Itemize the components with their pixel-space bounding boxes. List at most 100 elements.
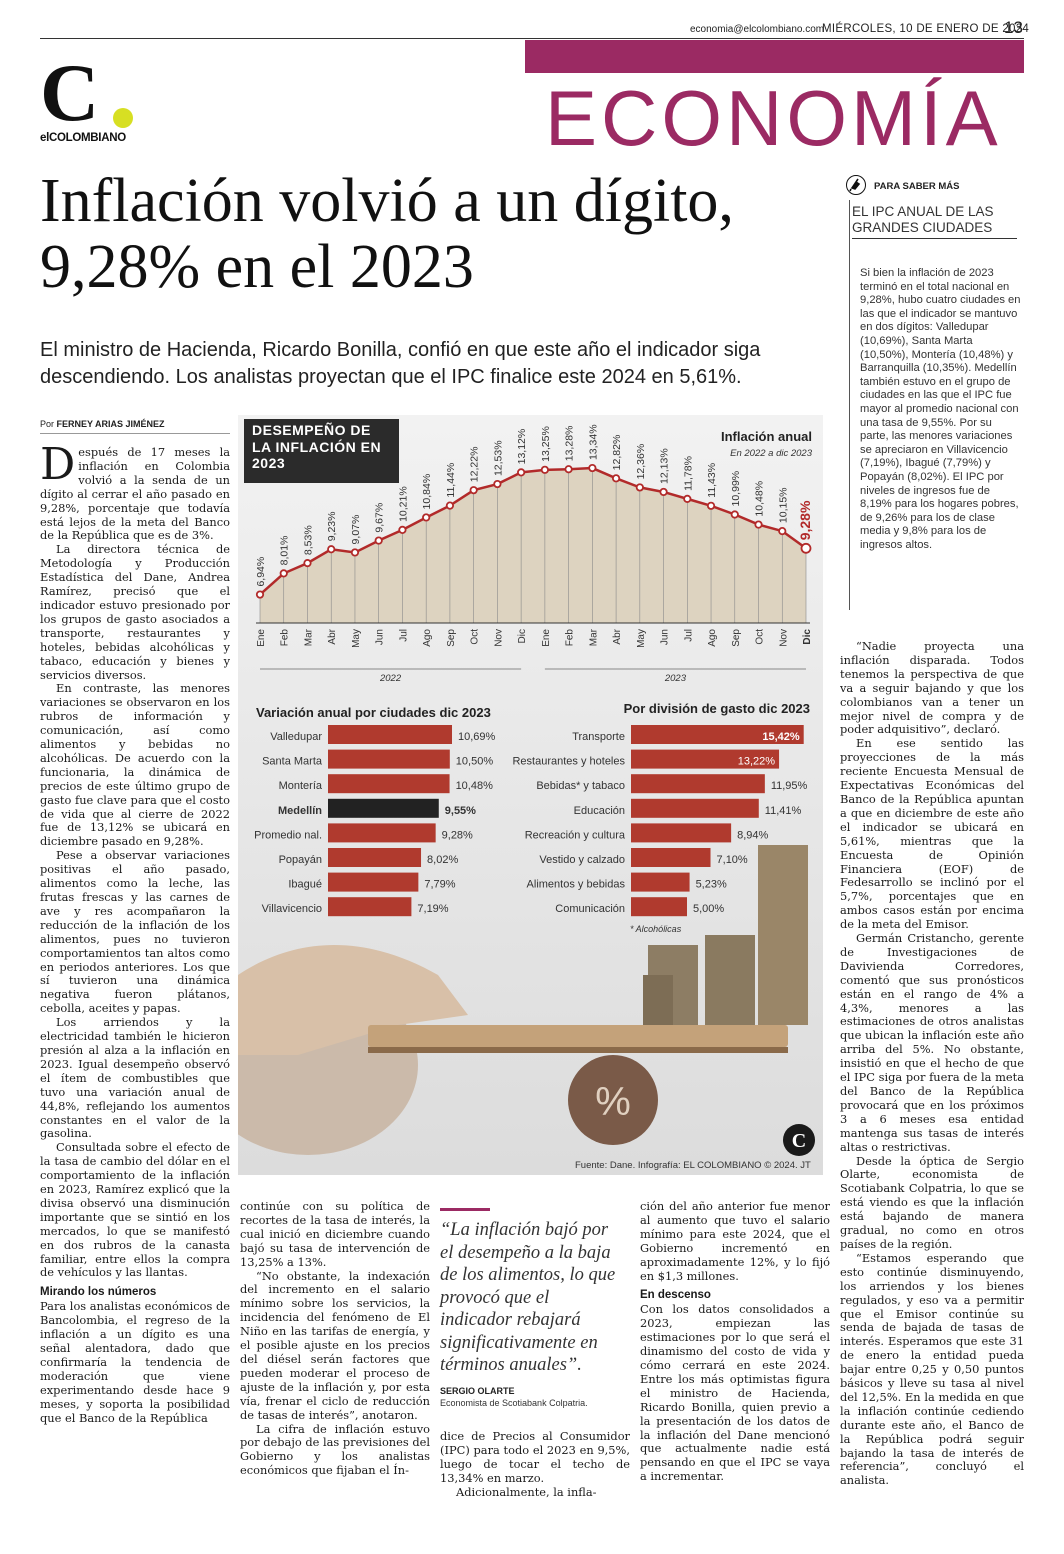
paragraph: ción del año anterior fue menor al aumen… (640, 1200, 830, 1283)
bar (328, 798, 439, 818)
value-label: 11,41% (765, 805, 802, 817)
bar (631, 749, 780, 769)
tick-label: Mar (588, 628, 599, 646)
category-label: Valledupar (270, 731, 322, 743)
category-label: Bebidas* y tabaco (536, 780, 625, 792)
data-label: 11,43% (706, 463, 718, 498)
data-label: 13,28% (564, 426, 576, 462)
infographic-note: * Alcohólicas (630, 924, 682, 934)
year-label: 2022 (379, 673, 402, 684)
value-label: 15,42% (762, 731, 800, 743)
tick-label: Feb (565, 629, 576, 647)
bar (631, 897, 687, 917)
tick-label: May (636, 629, 647, 648)
data-point (469, 486, 478, 495)
article-deck: El ministro de Hacienda, Ricardo Bonilla… (40, 339, 761, 388)
value-label: 7,19% (417, 903, 448, 915)
data-label: 13,34% (587, 424, 599, 460)
logo-badge-icon (783, 1124, 815, 1156)
article-headline: Inflación volvió a un dígito, 9,28% en e… (40, 167, 734, 301)
logo-letter: C (40, 47, 100, 138)
category-label: Ibagué (288, 879, 322, 891)
data-point (564, 465, 573, 474)
category-label: Medellín (278, 805, 322, 817)
tick-label: Ene (541, 629, 552, 647)
article-column-2: continúe con su política de recortes de … (240, 1200, 430, 1526)
data-point (493, 479, 502, 489)
area-fill (260, 468, 806, 623)
category-label: Recreación y cultura (525, 829, 626, 841)
paragraph: La directora técnica de Metodología y Pr… (40, 542, 230, 682)
data-point (635, 483, 644, 492)
chart-title: Variación anual por ciudades dic 2023 (256, 705, 491, 720)
bar (328, 774, 450, 794)
byline: Por FERNEY ARIAS JIMÉNEZ (40, 419, 165, 429)
year-label: 2023 (664, 673, 687, 684)
data-label: 13,25% (540, 426, 552, 462)
area-chart: 6,94% Ene 8,01% Feb 8,53% Mar 9,23% Abr 9,07% May… (255, 424, 813, 684)
tick-label: May (351, 629, 362, 648)
paragraph: Germán Cristancho, gerente de Investigac… (840, 931, 1024, 1154)
bar (328, 749, 450, 769)
paragraph: “Nadie proyecta una inflación disparada.… (840, 640, 1024, 737)
value-label: 8,02% (427, 854, 458, 866)
data-point (730, 510, 739, 519)
paragraph: Adicionalmente, la infla- (456, 1484, 597, 1499)
category-label: Montería (279, 780, 323, 792)
category-label: Santa Marta (262, 756, 323, 768)
logo: C elCOLOMBIANO (40, 52, 140, 148)
data-label: 9,28% (797, 500, 813, 540)
data-label: 10,48% (754, 481, 766, 517)
tick-label: Feb (280, 629, 291, 647)
infographic-svg: % C 6,94% Ene 8,01% Feb 8,53% Mar 9,23% Abr 9,07… (198, 415, 823, 1175)
section-title: ECONOMÍA (545, 74, 1002, 162)
data-point (706, 501, 716, 510)
data-point (800, 542, 812, 554)
tick-label: Jun (375, 629, 386, 645)
logo-name: elCOLOMBIANO (40, 132, 126, 144)
tick-label: Sep (446, 629, 457, 647)
tick-label: Nov (778, 629, 789, 647)
bar (631, 823, 732, 843)
category-label: Alimentos y bebidas (527, 879, 626, 891)
spending-bar-chart: Por división de gasto dic 2023 Transporte… (512, 701, 810, 917)
subheading: Mirando los números (40, 1286, 157, 1299)
value-label: 9,28% (442, 829, 473, 841)
tick-label: Abr (327, 628, 338, 644)
paragraph: Consultada sobre el efecto de la tasa de… (40, 1140, 230, 1280)
data-label: 10,21% (397, 486, 409, 522)
tick-label: Oct (755, 629, 766, 645)
data-label: 12,22% (469, 447, 481, 483)
chart-subtitle: En 2022 a dic 2023 (730, 448, 813, 459)
tick-label: Oct (470, 629, 481, 645)
paragraph: Para los analistas económicos de Bancolo… (40, 1299, 230, 1425)
tick-label: Abr (612, 628, 623, 644)
data-point (445, 501, 455, 510)
data-point (255, 590, 265, 599)
value-label: 11,95% (771, 780, 808, 792)
chart-title: Inflación anual (721, 429, 812, 444)
page-number: 13 (1004, 18, 1023, 37)
data-label: 9,07% (350, 515, 362, 545)
bar (328, 823, 436, 843)
data-point (517, 468, 526, 477)
data-point (683, 494, 692, 503)
byline-name: FERNEY ARIAS JIMÉNEZ (56, 419, 165, 429)
sidebar-rule (849, 200, 850, 610)
tick-label: Ago (707, 629, 718, 647)
tick-label: Dic (802, 629, 813, 645)
pull-quote: “La inflación bajó por el desempeño a la… (440, 1220, 616, 1375)
tick-label: Jun (660, 629, 671, 645)
category-label: Comunicación (555, 903, 625, 915)
infographic-title-box: DESEMPEÑO DE LA INFLACIÓN EN 2023 (244, 419, 399, 483)
data-label: 10,84% (421, 474, 433, 510)
logo-dot (113, 108, 133, 128)
category-label: Promedio nal. (254, 829, 322, 841)
paragraph: “No obstante, la indexación del incremen… (240, 1268, 430, 1422)
bar (328, 872, 419, 892)
data-point (350, 548, 360, 557)
percent-ball-icon (568, 1055, 658, 1145)
tick-label: Sep (731, 629, 742, 647)
infographic-source: Fuente: Dane. Infografía: EL COLOMBIANO … (575, 1160, 811, 1171)
tick-label: Jul (683, 629, 694, 642)
